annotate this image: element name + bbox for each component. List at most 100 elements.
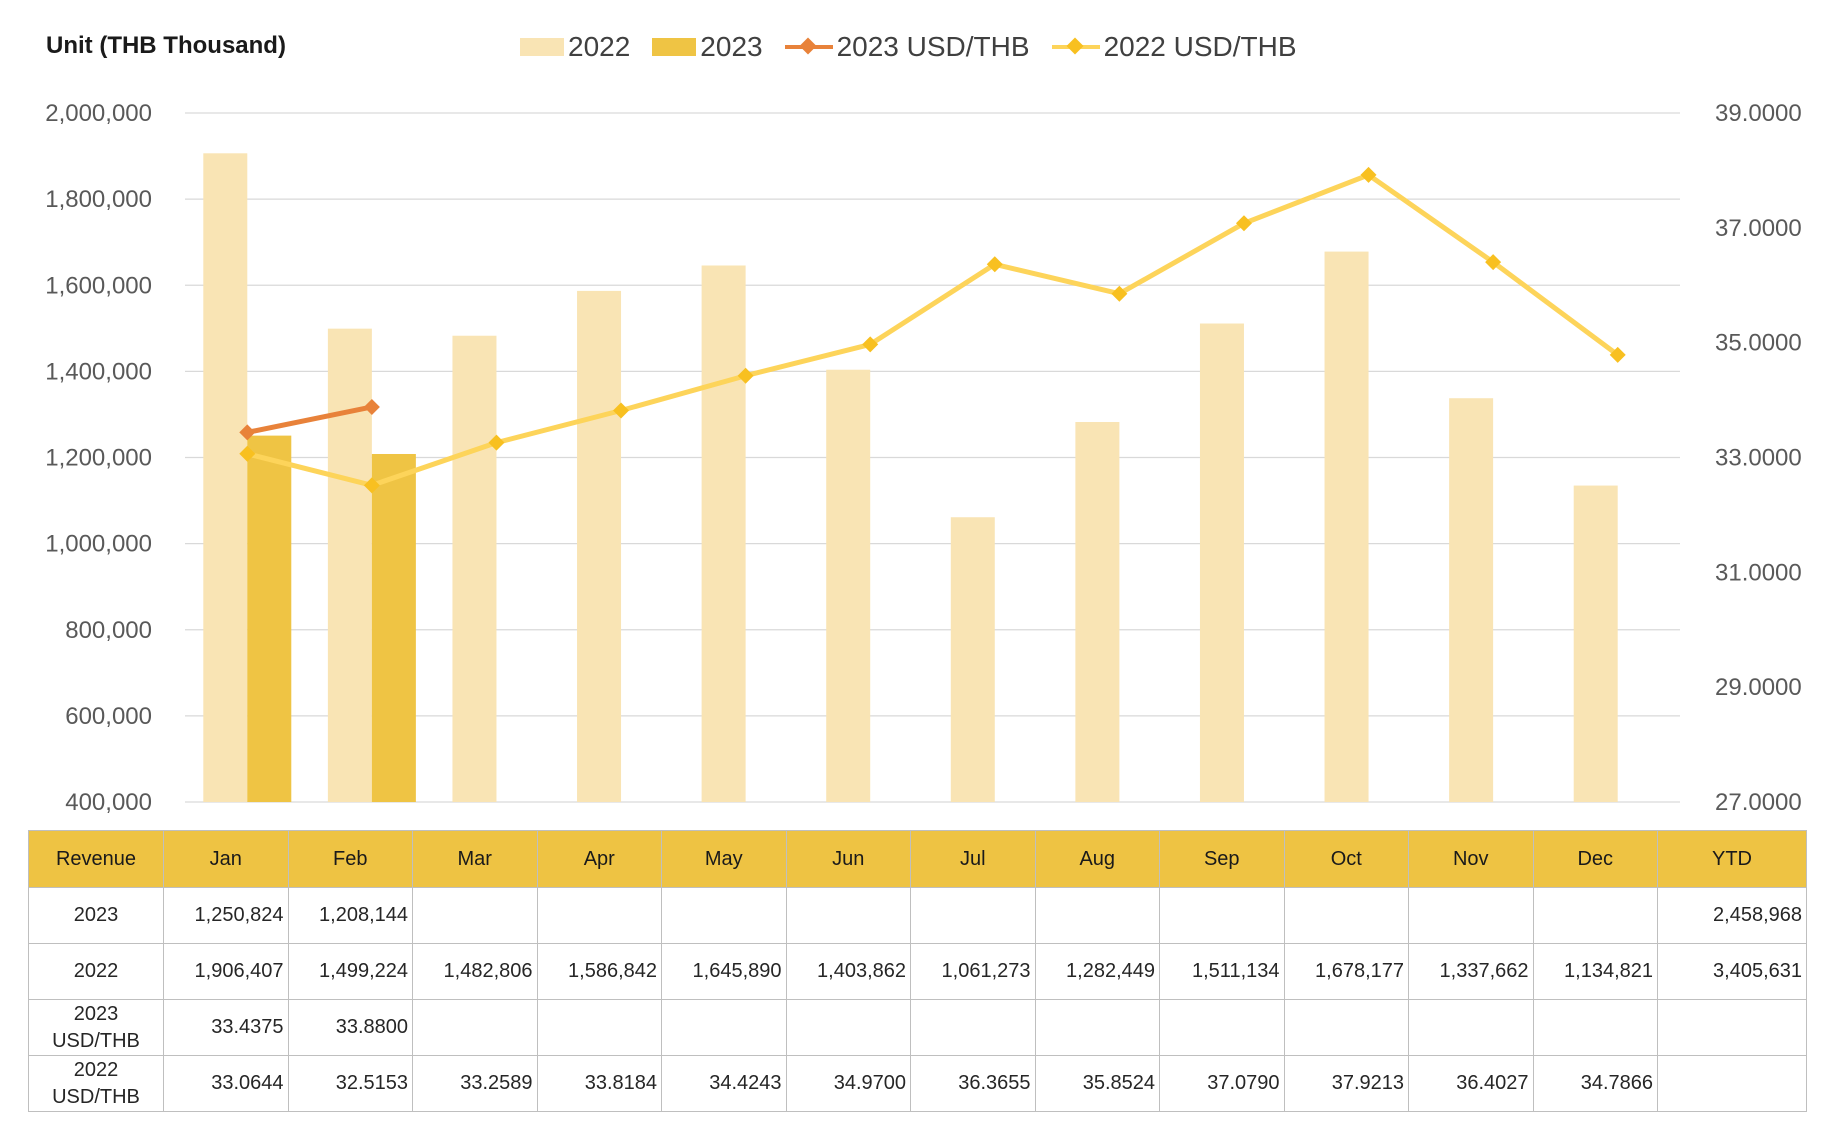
table-cell-ytd xyxy=(1657,1055,1807,1112)
legend-item-2022-usd-thb: 2022 USD/THB xyxy=(1051,31,1297,63)
y-right-tick-label: 39.0000 xyxy=(1715,100,1802,127)
table-cell xyxy=(1532,999,1658,1056)
table-cell: 1,337,662 xyxy=(1408,943,1534,1000)
table-cell-ytd: 2,458,968 xyxy=(1657,887,1807,944)
table-header-dec: Dec xyxy=(1532,830,1658,888)
table-cell: 33.8800 xyxy=(287,999,413,1056)
point-2022-usd-thb-may xyxy=(737,367,754,384)
bar-2022-feb xyxy=(327,328,372,802)
table-header-oct: Oct xyxy=(1283,830,1409,888)
y-left-tick-label: 1,400,000 xyxy=(45,358,152,385)
bar-2022-jan xyxy=(203,153,248,803)
table-cell xyxy=(1283,887,1409,944)
chart-area: Unit (THB Thousand) 2022 2023 2023 USD/T… xyxy=(45,31,1802,816)
table-cell xyxy=(1034,887,1160,944)
legend-item-2022: 2022 xyxy=(520,31,630,63)
table-cell xyxy=(1159,999,1285,1056)
table-cell: 1,134,821 xyxy=(1532,943,1658,1000)
table-cell xyxy=(1159,887,1285,944)
table-row: 2022 1,906,407 1,499,224 1,482,806 1,586,842… xyxy=(28,943,1807,1000)
legend-swatch-2023 xyxy=(652,38,697,56)
table-cell: 35.8524 xyxy=(1034,1055,1160,1112)
y-axis-left: 2,000,000 1,800,000 1,600,000 1,400,000 1,20… xyxy=(45,100,152,816)
point-2022-usd-thb-dec xyxy=(1609,346,1626,363)
bar-2023-feb xyxy=(371,453,416,802)
table-cell xyxy=(412,887,538,944)
table-cell: 1,678,177 xyxy=(1283,943,1409,1000)
table-header-row: Revenue Jan Feb Mar Apr May Jun Jul Aug Sep Oct Nov… xyxy=(28,830,1807,888)
y-left-tick-label: 600,000 xyxy=(65,703,152,730)
point-2022-usd-thb-sep xyxy=(1235,215,1252,232)
bar-2022-sep xyxy=(1199,323,1244,802)
unit-label: Unit (THB Thousand) xyxy=(46,32,286,59)
table-cell: 1,645,890 xyxy=(661,943,787,1000)
table-cell xyxy=(412,999,538,1056)
table-cell xyxy=(536,887,662,944)
table-cell xyxy=(785,999,911,1056)
y-right-tick-label: 35.0000 xyxy=(1715,330,1802,357)
table-cell: 1,586,842 xyxy=(536,943,662,1000)
bar-2022-may xyxy=(701,265,746,802)
y-left-tick-label: 1,000,000 xyxy=(45,531,152,558)
y-left-tick-label: 1,200,000 xyxy=(45,445,152,472)
y-right-tick-label: 27.0000 xyxy=(1715,789,1802,816)
table-cell: 32.5153 xyxy=(287,1055,413,1112)
table-header-apr: Apr xyxy=(536,830,662,888)
table-cell: 1,061,273 xyxy=(910,943,1036,1000)
bar-2022-nov xyxy=(1449,398,1494,802)
table-cell: 36.4027 xyxy=(1408,1055,1534,1112)
table-cell: 33.2589 xyxy=(412,1055,538,1112)
table-row-label: 2023 xyxy=(28,887,164,944)
table-cell: 34.4243 xyxy=(661,1055,787,1112)
point-2022-usd-thb-nov xyxy=(1485,254,1502,271)
table-header-sep: Sep xyxy=(1159,830,1285,888)
table-body: 2023 1,250,824 1,208,144 2,458,968 2022 1,906… xyxy=(28,887,1807,1112)
point-2022-usd-thb-jul xyxy=(986,256,1003,273)
table-header-mar: Mar xyxy=(412,830,538,888)
table-cell: 1,250,824 xyxy=(163,887,289,944)
table-cell xyxy=(910,887,1036,944)
y-left-tick-label: 400,000 xyxy=(65,789,152,816)
point-2022-usd-thb-jun xyxy=(862,336,879,353)
table-cell: 33.8184 xyxy=(536,1055,662,1112)
table-cell xyxy=(910,999,1036,1056)
table-cell-ytd xyxy=(1657,999,1807,1056)
table-cell: 1,906,407 xyxy=(163,943,289,1000)
y-right-tick-label: 33.0000 xyxy=(1715,445,1802,472)
y-axis-right: 39.0000 37.0000 35.0000 33.0000 31.0000 29.00… xyxy=(1715,100,1802,816)
table-cell xyxy=(1283,999,1409,1056)
bar-2022-apr xyxy=(577,290,622,802)
y-left-tick-label: 2,000,000 xyxy=(45,100,152,127)
y-left-tick-label: 1,800,000 xyxy=(45,186,152,213)
table-cell: 34.7866 xyxy=(1532,1055,1658,1112)
point-2022-usd-thb-jan xyxy=(239,445,256,462)
table-row-label: 2022 xyxy=(28,943,164,1000)
point-2023-usd-thb-jan xyxy=(239,424,256,441)
table-header-feb: Feb xyxy=(287,830,413,888)
table-cell: 1,403,862 xyxy=(785,943,911,1000)
table-cell xyxy=(1034,999,1160,1056)
table-cell: 1,282,449 xyxy=(1034,943,1160,1000)
table-cell: 33.0644 xyxy=(163,1055,289,1112)
legend-label-2022-usd-thb: 2022 USD/THB xyxy=(1103,31,1297,62)
legend-item-2023-usd-thb: 2023 USD/THB xyxy=(784,31,1030,63)
legend-swatch-2022 xyxy=(520,38,564,56)
table-cell-ytd: 3,405,631 xyxy=(1657,943,1807,1000)
table-cell: 34.9700 xyxy=(785,1055,911,1112)
point-2022-usd-thb-mar xyxy=(488,434,505,451)
y-right-tick-label: 29.0000 xyxy=(1715,674,1802,701)
legend-item-2023: 2023 xyxy=(652,31,763,63)
table-row: 2023 1,250,824 1,208,144 2,458,968 xyxy=(28,887,1807,944)
table-header-may: May xyxy=(661,830,787,888)
legend-label-2022: 2022 xyxy=(568,31,631,62)
table-row-label: 2022 USD/THB xyxy=(28,1055,164,1112)
table-cell xyxy=(536,999,662,1056)
point-2022-usd-thb-apr xyxy=(613,402,630,419)
legend-label-2023: 2023 xyxy=(700,31,763,62)
table-cell: 1,482,806 xyxy=(412,943,538,1000)
table-row: 2023 USD/THB 33.4375 33.8800 xyxy=(28,999,1807,1056)
bar-2023-jan xyxy=(247,435,292,802)
bar-2022-jun xyxy=(826,369,871,802)
point-2022-usd-thb-aug xyxy=(1111,285,1128,302)
table-row-label: 2023 USD/THB xyxy=(28,999,164,1056)
